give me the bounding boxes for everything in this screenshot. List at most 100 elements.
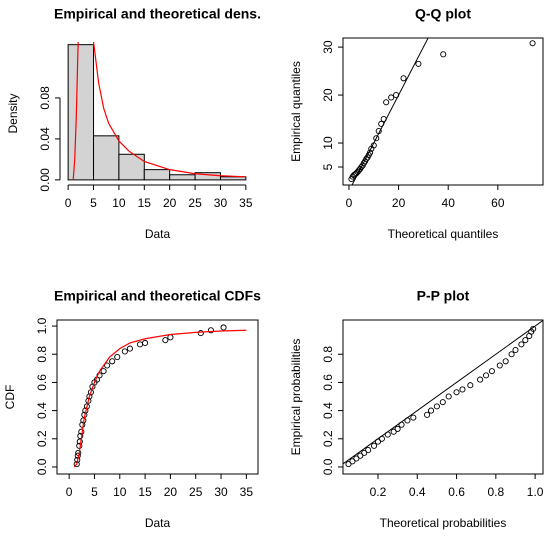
y-tick-label: 0.00	[38, 168, 52, 192]
point	[508, 351, 515, 358]
point	[394, 425, 401, 432]
plot-frame	[342, 37, 544, 186]
point	[482, 372, 490, 379]
point	[162, 337, 169, 344]
bar	[67, 44, 95, 181]
panel-title: Empirical and theoretical dens.	[54, 6, 261, 22]
panel-title: P-P plot	[417, 288, 470, 304]
point	[427, 407, 435, 414]
reference-line	[351, 38, 429, 185]
y-tick-label: 0.8	[35, 346, 49, 363]
point	[370, 442, 378, 449]
y-tick-label: 0.2	[35, 430, 49, 447]
y-tick-label: 0.4	[35, 402, 49, 419]
plot-area	[348, 38, 536, 185]
point	[100, 368, 107, 375]
y-tick-label: 0.0	[321, 458, 335, 475]
panel-title: Empirical and theoretical CDFs	[54, 288, 261, 304]
point	[378, 120, 385, 127]
y-axis-label: Empirical quantiles	[289, 61, 303, 162]
x-tick-label: 35	[239, 196, 253, 210]
point	[78, 428, 85, 435]
point	[104, 362, 111, 369]
point	[373, 135, 380, 142]
plot-frame	[342, 319, 544, 475]
point	[370, 142, 377, 149]
x-tick-label: 10	[112, 196, 126, 210]
y-tick-label: 5	[321, 163, 335, 170]
point	[440, 51, 447, 58]
bar	[219, 176, 247, 181]
plot-area	[343, 320, 543, 468]
y-axis-label: Density	[6, 93, 20, 133]
y-tick-label: 0.0	[35, 458, 49, 475]
point	[349, 458, 356, 465]
x-tick-label: 60	[491, 196, 505, 210]
y-tick-label: 30	[321, 40, 335, 54]
point	[76, 442, 83, 449]
x-tick-label: 0	[66, 485, 73, 499]
x-tick-label: 1.0	[527, 485, 544, 499]
y-tick-label: 0.8	[321, 346, 335, 363]
x-tick-label: 15	[138, 485, 152, 499]
y-tick-label: 0.2	[321, 430, 335, 447]
point	[410, 414, 417, 421]
x-tick-label: 0.8	[488, 485, 505, 499]
y-tick-label: 1.0	[35, 317, 49, 334]
x-tick-label: 35	[240, 485, 254, 499]
bar	[169, 174, 196, 181]
x-tick-label: 0.4	[409, 485, 426, 499]
x-tick-label: 30	[214, 196, 228, 210]
point	[79, 421, 86, 428]
panel: P-P plot Theoretical probabilities Empiric…	[289, 288, 544, 530]
point	[197, 330, 204, 337]
point	[167, 334, 174, 341]
x-tick-label: 0.2	[370, 485, 387, 499]
point	[85, 397, 92, 404]
x-tick-label: 20	[164, 485, 178, 499]
point	[114, 354, 121, 361]
bar	[118, 153, 145, 181]
x-tick-label: 25	[189, 485, 203, 499]
x-tick-label: 15	[138, 196, 152, 210]
point	[378, 435, 385, 442]
panel: Empirical and theoretical dens. Data Densi…	[6, 6, 261, 241]
point	[518, 341, 525, 348]
x-axis-label: Data	[145, 227, 171, 241]
panel-title: Q-Q plot	[415, 6, 471, 22]
point	[415, 60, 422, 67]
point	[383, 99, 390, 106]
point	[96, 372, 103, 379]
point	[121, 348, 128, 355]
x-axis-label: Theoretical probabilities	[380, 516, 507, 530]
panel: Empirical and theoretical CDFs Data CDF 0 5 1…	[3, 288, 261, 530]
point	[502, 358, 509, 365]
point	[398, 421, 405, 428]
point	[424, 411, 431, 418]
point	[453, 389, 460, 396]
point	[445, 393, 452, 400]
point	[433, 403, 440, 410]
bar	[93, 135, 120, 181]
x-tick-label: 20	[392, 196, 406, 210]
x-tick-label: 40	[442, 196, 456, 210]
point	[390, 428, 397, 435]
panel: Q-Q plot Theoretical quantiles Empirical q…	[289, 6, 544, 241]
x-tick-label: 5	[91, 485, 98, 499]
point	[512, 346, 519, 354]
point	[400, 75, 407, 82]
y-axis-label: Empirical probabilities	[289, 339, 303, 456]
x-tick-label: 20	[163, 196, 177, 210]
point	[459, 386, 466, 393]
x-tick-label: 25	[188, 196, 202, 210]
y-axis-label: CDF	[3, 385, 17, 410]
point	[357, 452, 364, 459]
x-tick-label: 0	[65, 196, 72, 210]
x-tick-label: 5	[90, 196, 97, 210]
point	[393, 92, 400, 99]
point	[380, 116, 387, 123]
point	[366, 149, 374, 156]
plot-area	[67, 42, 247, 181]
point	[388, 94, 395, 101]
